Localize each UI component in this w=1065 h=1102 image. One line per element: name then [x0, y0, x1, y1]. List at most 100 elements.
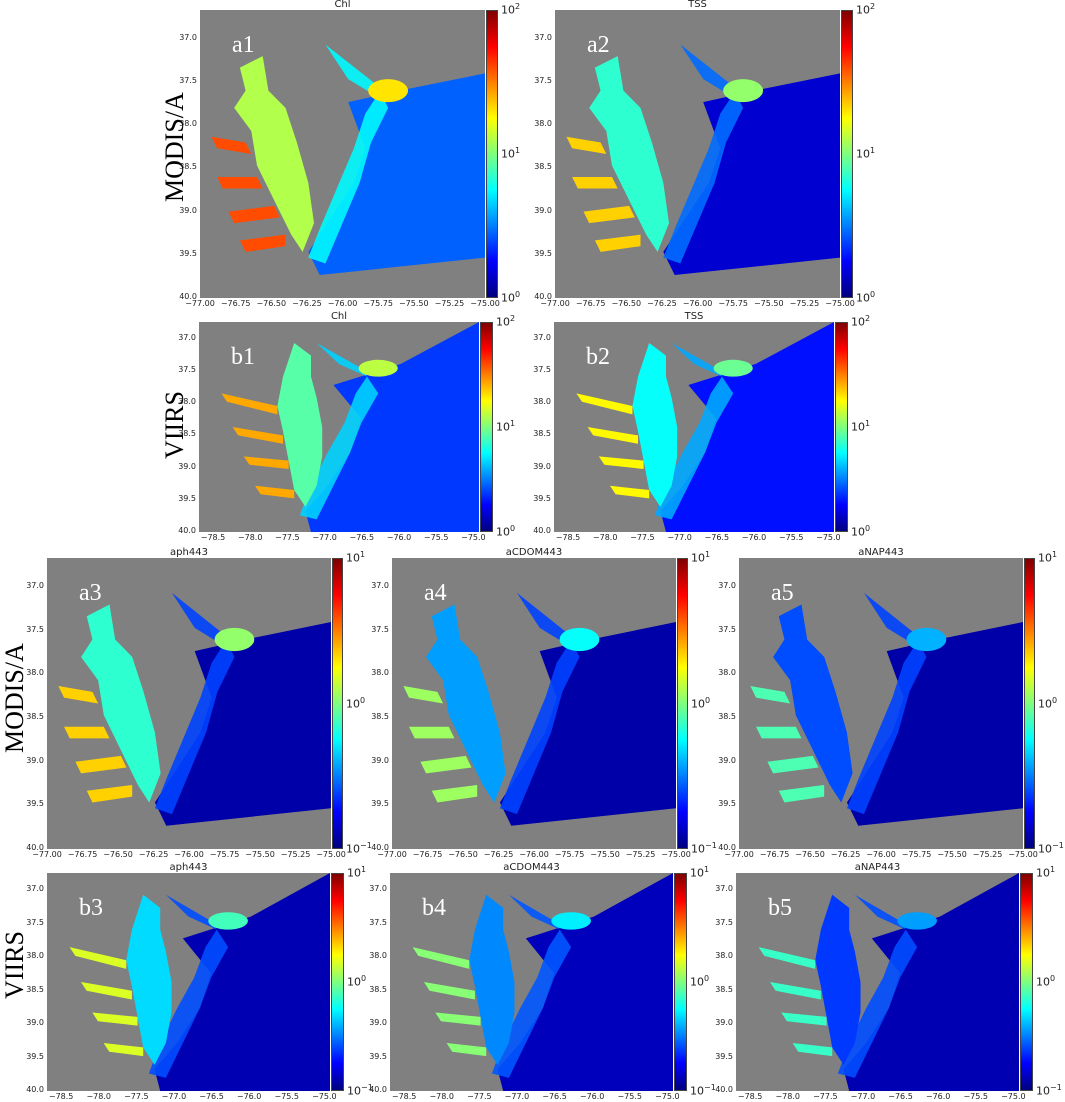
y-tick-label: 37.5 — [534, 76, 552, 85]
x-tick-label: −78.0 — [237, 533, 263, 542]
x-tick-label: −78.5 — [391, 1092, 417, 1101]
map-svg — [211, 44, 485, 275]
y-tick-label: 38.5 — [26, 984, 44, 994]
x-tick-label: −78.5 — [555, 533, 581, 542]
colorbar-tick-label: 101 — [690, 865, 710, 880]
y-tick-label: 38.5 — [178, 429, 196, 439]
x-tick-label: −75.25 — [280, 850, 311, 859]
colorbar-tick-label: 10−1 — [1036, 1083, 1062, 1098]
y-tick-label: 40.0 — [715, 1085, 733, 1094]
x-tick-label: −75.5 — [963, 1092, 988, 1101]
y-tick-label: 38.5 — [26, 712, 44, 722]
x-tick-label: −77.0 — [161, 1092, 187, 1101]
tributary — [758, 947, 816, 969]
y-tick-label: 38.0 — [179, 119, 197, 129]
tributary — [403, 686, 444, 704]
ocean-region — [499, 622, 676, 826]
x-tick-label: −76.00 — [519, 850, 549, 859]
x-tick-label: −77.00 — [377, 850, 407, 859]
x-tick-label: −76.5 — [542, 1092, 567, 1101]
y-tick-label: 39.5 — [718, 799, 736, 809]
y-tick-label: 37.0 — [533, 332, 551, 342]
y-tick-label: 39.0 — [533, 461, 551, 471]
coastal-band — [499, 592, 580, 815]
coastal-band — [299, 343, 379, 520]
colorbar-tick-label: 10−1 — [1038, 841, 1064, 856]
y-tick-label: 39.5 — [26, 799, 44, 809]
ocean-region — [305, 322, 479, 532]
bay-region — [589, 56, 669, 252]
tributary — [750, 686, 791, 704]
x-tick-label: −76.75 — [412, 850, 443, 859]
x-tick-label: −75.0 — [461, 533, 486, 542]
panel-label: a5 — [771, 580, 794, 606]
y-tick-label: 39.0 — [178, 461, 196, 471]
panel-label: b2 — [586, 344, 610, 370]
x-tick-label: −75.25 — [434, 299, 465, 308]
tributary — [239, 234, 286, 252]
colorbar-tick-label: 10−1 — [690, 1083, 716, 1098]
colorbar-tick-label: 10−1 — [691, 841, 717, 856]
delaware-bay — [713, 359, 753, 377]
tributary — [69, 947, 127, 969]
map-svg — [758, 873, 1019, 1091]
panel-label: a4 — [424, 580, 447, 606]
tributary — [228, 205, 280, 224]
coastal-band — [491, 894, 572, 1078]
x-tick-label: −76.50 — [448, 850, 478, 859]
y-tick-label: 38.0 — [718, 668, 736, 678]
y-tick-label: 40.0 — [26, 1085, 44, 1094]
x-tick-label: −77.0 — [312, 533, 337, 542]
y-tick-label: 39.0 — [715, 1018, 733, 1028]
y-tick-label: 40.0 — [534, 292, 552, 301]
y-tick-label: 37.5 — [371, 624, 389, 634]
x-tick-label: −76.5 — [704, 533, 730, 542]
x-tick-label: −75.50 — [245, 850, 275, 859]
tributary — [420, 755, 472, 774]
y-tick-label: 37.0 — [26, 884, 44, 894]
tributary — [211, 136, 252, 154]
y-tick-label: 37.0 — [534, 32, 552, 42]
tributary — [583, 205, 635, 224]
x-tick-label: −77.00 — [724, 850, 754, 859]
ocean-region — [308, 73, 485, 275]
tributary — [86, 784, 133, 803]
x-tick-label: −75.5 — [423, 533, 449, 542]
colorbar-tick-label: 101 — [496, 419, 516, 434]
y-tick-label: 38.5 — [179, 162, 197, 172]
x-tick-label: −76.0 — [925, 1092, 951, 1101]
panel-title: aNAP443 — [854, 862, 901, 873]
tributary — [412, 947, 470, 969]
colorbar-tick-label: 101 — [347, 865, 367, 880]
y-tick-label: 38.5 — [718, 712, 736, 722]
tributary — [576, 393, 633, 415]
x-tick-label: −75.0 — [655, 1092, 680, 1101]
x-tick-label: −77.00 — [185, 299, 215, 308]
colorbar-tick-label: 101 — [1038, 550, 1058, 565]
y-tick-label: 37.0 — [718, 581, 736, 591]
y-tick-label: 39.5 — [369, 1051, 387, 1061]
x-tick-label: −75.75 — [554, 850, 585, 859]
tributary — [767, 755, 819, 774]
y-tick-label: 39.0 — [369, 1018, 387, 1028]
row-label-viirs-top: VIIRS — [160, 391, 189, 459]
panel-title: aph443 — [169, 862, 208, 873]
tributary — [594, 234, 641, 252]
map-image: a1 — [200, 10, 485, 298]
delaware-bay — [723, 79, 764, 103]
x-tick-label: −76.0 — [579, 1092, 605, 1101]
panel-label: b1 — [231, 344, 255, 370]
colorbar — [674, 873, 687, 1091]
y-tick-label: 40.0 — [369, 1085, 387, 1094]
coastal-band — [654, 343, 734, 520]
x-tick-label: −76.00 — [866, 850, 896, 859]
coastal-band — [663, 44, 744, 264]
tributary — [64, 726, 110, 739]
x-tick-label: −78.0 — [86, 1092, 111, 1101]
colorbar-tick-label: 101 — [1036, 865, 1056, 880]
colorbar-tick-label: 102 — [501, 2, 521, 17]
x-tick-label: −76.25 — [647, 299, 677, 308]
x-tick-label: −75.0 — [816, 533, 841, 542]
x-tick-label: −78.5 — [737, 1092, 763, 1101]
y-tick-label: 37.5 — [369, 917, 387, 927]
